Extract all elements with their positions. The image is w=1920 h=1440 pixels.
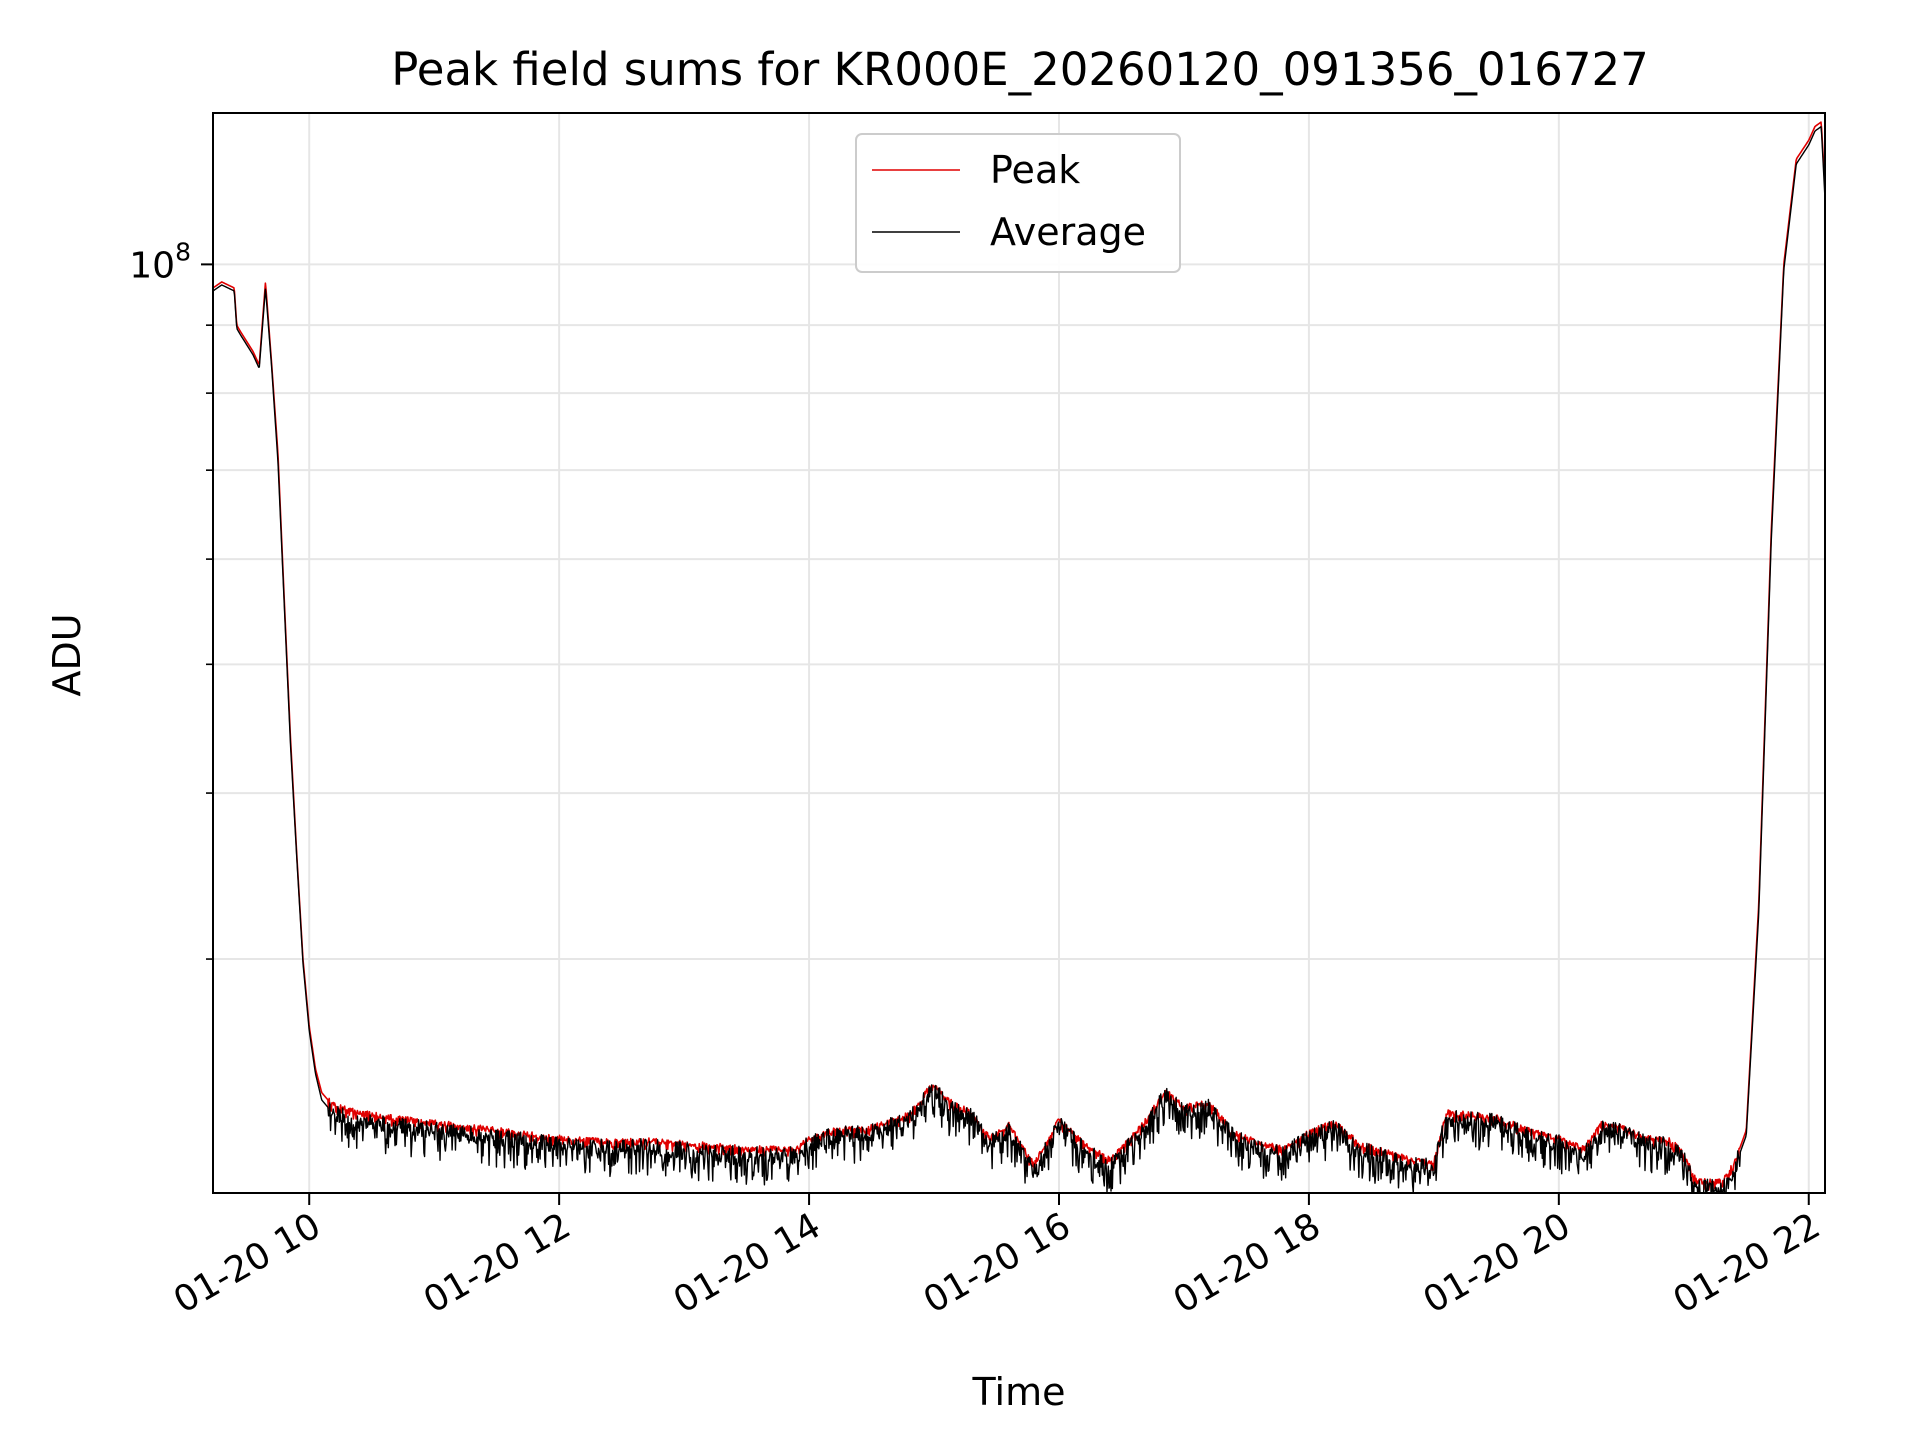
y-tick-exponent: 8: [175, 237, 191, 266]
x-axis-label: Time: [972, 1370, 1066, 1414]
y-axis: 108: [129, 237, 213, 960]
series-line-average: [213, 125, 1825, 1193]
legend-label-average: Average: [990, 210, 1146, 254]
chart-title: Peak field sums for KR000E_20260120_0913…: [391, 43, 1649, 96]
legend: Peak Average: [855, 133, 1181, 273]
legend-label-peak: Peak: [990, 148, 1080, 192]
plot-frame: [212, 112, 1826, 1194]
y-axis-label: ADU: [45, 613, 89, 696]
series-layer: [213, 121, 1825, 1193]
legend-box: [855, 133, 1181, 273]
y-tick-label: 108: [129, 237, 191, 286]
y-tick-base: 10: [129, 245, 175, 286]
